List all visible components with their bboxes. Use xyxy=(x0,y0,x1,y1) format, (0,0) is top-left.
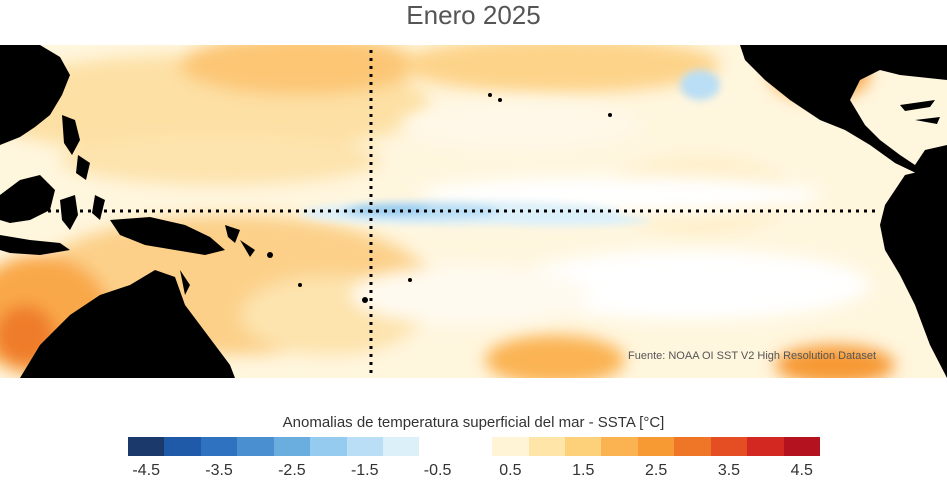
colorbar-tick-label: 2.5 xyxy=(644,462,668,479)
colorbar-swatch xyxy=(164,437,201,456)
colorbar-swatch xyxy=(747,437,784,456)
colorbar xyxy=(128,437,821,456)
colorbar-tick-label: -4.5 xyxy=(132,462,160,479)
colorbar-swatch xyxy=(710,437,748,456)
colorbar-title: Anomalias de temperatura superficial del… xyxy=(282,414,665,431)
map-title: Enero 2025 xyxy=(406,0,541,30)
south-america-land xyxy=(880,165,947,378)
colorbar-swatch xyxy=(382,437,420,456)
data-source-note: Fuente: NOAA OI SST V2 High Resolution D… xyxy=(628,350,877,362)
colorbar-tick-label: 1.5 xyxy=(572,462,595,479)
colorbar-swatch xyxy=(128,437,165,456)
colorbar-tick-label: 0.5 xyxy=(499,462,522,479)
philippines-land xyxy=(62,115,80,155)
colorbar-swatch xyxy=(637,437,675,456)
colorbar-swatch xyxy=(492,437,529,456)
colorbar-swatch xyxy=(565,437,602,456)
neutral-zones xyxy=(350,100,870,325)
colorbar-tick-label: -2.5 xyxy=(278,462,306,479)
colorbar-swatch xyxy=(273,437,311,456)
colorbar-tick-label: 4.5 xyxy=(790,462,813,479)
colorbar-tick-label: 3.5 xyxy=(717,462,741,479)
asia-land xyxy=(0,45,70,145)
land-masses xyxy=(0,45,947,378)
colorbar-swatch xyxy=(528,437,566,456)
colorbar-swatch xyxy=(310,437,347,456)
colorbar-tick-label: -0.5 xyxy=(423,462,452,479)
colorbar-swatch xyxy=(419,437,456,456)
colorbar-swatch xyxy=(346,437,383,456)
central-america-land xyxy=(740,45,947,185)
new-guinea-land xyxy=(110,217,225,255)
colorbar-swatch xyxy=(455,437,493,456)
australia-land xyxy=(20,270,235,378)
colorbar-tick-label: -1.5 xyxy=(350,462,379,479)
colorbar-swatch xyxy=(674,437,711,456)
cool-anomaly-tongue xyxy=(300,70,720,226)
colorbar-tick-label: -3.5 xyxy=(205,462,233,479)
colorbar-swatch xyxy=(783,437,821,456)
colorbar-swatch xyxy=(200,437,238,456)
colorbar-swatch xyxy=(601,437,638,456)
ssta-map xyxy=(0,45,947,378)
colorbar-swatch xyxy=(237,437,274,456)
